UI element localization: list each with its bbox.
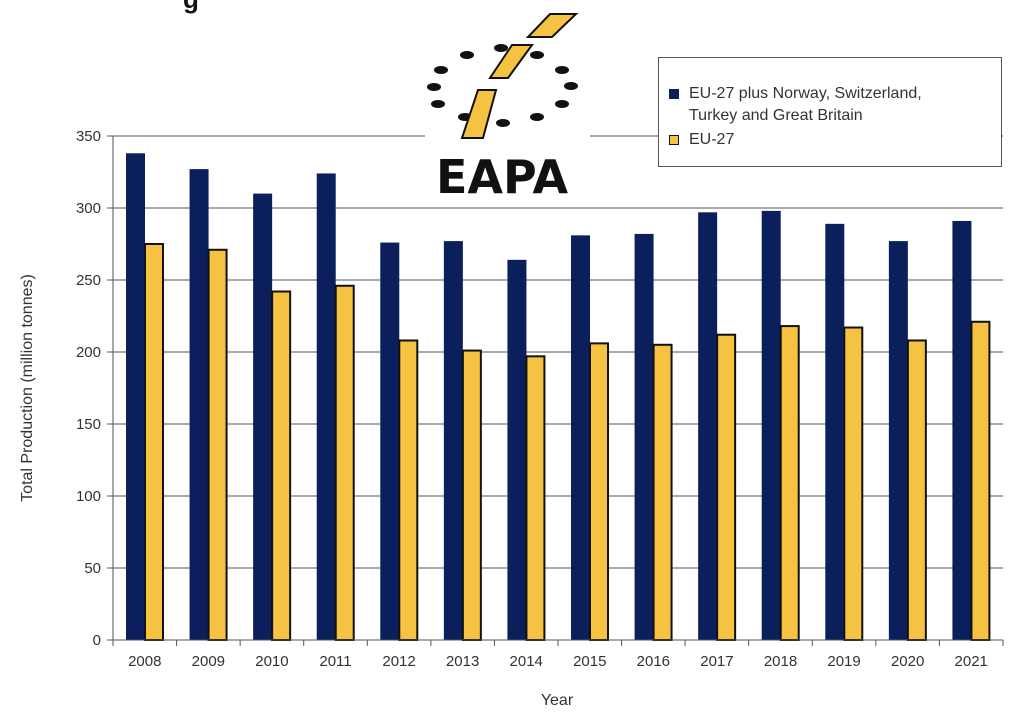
eapa-logo: EAPA: [425, 10, 590, 204]
y-tick-label: 100: [76, 488, 101, 505]
bar-eu27: [271, 290, 292, 641]
bar-eu27: [970, 320, 991, 641]
x-tick-label: 2011: [319, 653, 351, 670]
x-axis-label: Year: [541, 692, 574, 709]
x-tick-label: 2018: [764, 653, 797, 670]
bar-eu27-plus: [888, 241, 908, 640]
bar-eu27-plus: [571, 235, 590, 641]
x-tick-label: 2017: [700, 653, 733, 670]
y-tick-label: 50: [84, 560, 101, 577]
y-tick-label: 300: [76, 200, 101, 217]
bar-eu27-plus: [825, 223, 845, 640]
bar-eu27-plus: [761, 210, 781, 640]
x-tick-label: 2020: [891, 653, 924, 670]
y-tick-label: 150: [76, 416, 101, 433]
bar-eu27: [525, 355, 546, 641]
x-tick-label: 2012: [382, 653, 415, 670]
bar-eu27: [779, 325, 800, 641]
bar-eu27-plus: [253, 193, 273, 640]
bar-eu27: [652, 343, 673, 641]
y-tick-label: 200: [76, 344, 101, 361]
x-tick-label: 2014: [510, 653, 543, 670]
bar-eu27: [843, 326, 864, 641]
bar-eu27-plus: [380, 242, 400, 640]
x-tick-label: 2013: [446, 653, 479, 670]
bar-eu27-plus: [126, 153, 145, 640]
bar-eu27-plus: [189, 169, 209, 640]
legend: EU-27 plus Norway, Switzerland, Turkey a…: [658, 57, 1002, 167]
legend-label-line2: Turkey and Great Britain: [689, 107, 863, 124]
legend-item-eu27-plus: EU-27 plus Norway, Switzerland, Turkey a…: [669, 83, 922, 127]
legend-label-line1: EU-27 plus Norway, Switzerland,: [689, 85, 922, 102]
y-tick-label: 0: [93, 632, 101, 649]
bar-eu27: [906, 339, 927, 641]
y-tick-label: 350: [76, 128, 101, 145]
x-tick-label: 2008: [128, 653, 161, 670]
bar-eu27-plus: [507, 259, 527, 640]
x-tick-label: 2009: [192, 653, 225, 670]
bar-eu27: [461, 349, 482, 641]
bar-eu27-plus: [952, 220, 972, 640]
bar-eu27-plus: [634, 233, 654, 641]
bar-eu27: [207, 248, 228, 641]
x-tick-label: 2019: [827, 653, 860, 670]
legend-swatch-navy: [669, 89, 679, 99]
bar-eu27: [144, 243, 164, 641]
y-axis-label: Total Production (million tonnes): [19, 274, 36, 502]
bar-eu27-plus: [316, 173, 336, 640]
x-tick-label: 2016: [637, 653, 670, 670]
bar-eu27: [334, 284, 355, 641]
legend-label: EU-27: [689, 131, 735, 148]
bar-eu27-plus: [698, 212, 718, 640]
title-fragment: g: [183, 0, 199, 15]
x-tick-label: 2021: [955, 653, 988, 670]
logo-text: EAPA: [436, 150, 569, 204]
bar-eu27: [589, 342, 609, 641]
x-tick-label: 2010: [255, 653, 288, 670]
y-tick-label: 250: [76, 272, 101, 289]
bar-eu27: [716, 333, 737, 641]
legend-swatch-yellow: [669, 135, 679, 145]
x-tick-label: 2015: [573, 653, 606, 670]
legend-item-eu27: EU-27: [669, 129, 735, 151]
bar-eu27: [398, 339, 419, 641]
bar-eu27-plus: [443, 241, 463, 640]
